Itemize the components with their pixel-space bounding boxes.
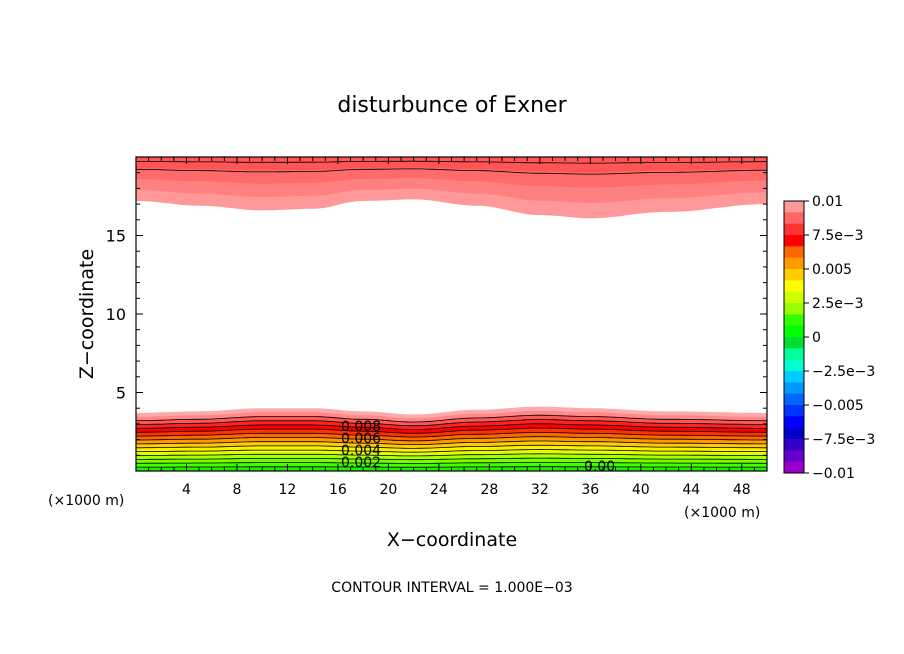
x-tick-label: 24 <box>430 482 448 498</box>
colorbar-swatch <box>784 348 804 361</box>
colorbar-swatch <box>784 461 804 474</box>
contour-line <box>136 160 767 164</box>
x-tick-label: 20 <box>379 482 397 498</box>
y-axis-label: Z−coordinate <box>76 249 98 379</box>
colorbar-labels: 0.01 7.5e−3 0.005 2.5e−3 0 −2.5e−3 −0.005 −7.5e… <box>804 194 875 482</box>
colorbar-label: 2.5e−3 <box>812 296 864 312</box>
colorbar-label: 0.01 <box>812 194 843 210</box>
colorbar-label: −2.5e−3 <box>812 364 875 380</box>
contour-line <box>136 453 767 457</box>
x-tick-label: 12 <box>279 482 297 498</box>
contour-label: 0.002 <box>341 455 381 471</box>
contour-label: 0.008 <box>341 419 381 435</box>
x-axis-label: X−coordinate <box>387 529 517 551</box>
contour-line <box>136 462 767 464</box>
x-axis-ticks: 4 8 12 16 20 24 28 32 36 40 44 48 <box>148 157 755 498</box>
y-axis-ticks: 5 10 15 <box>106 172 767 456</box>
contour-line <box>136 440 767 445</box>
x-unit-label-left: (×1000 m) <box>48 493 124 509</box>
colorbar-swatch <box>784 257 804 270</box>
colorbar-swatch <box>784 201 804 213</box>
contour-label: 0.006 <box>341 431 381 447</box>
colorbar-swatch <box>784 337 804 349</box>
contour-line <box>136 449 767 453</box>
colorbar-label: −0.01 <box>812 466 855 482</box>
colorbar-swatch <box>784 427 804 440</box>
contour-line <box>136 423 767 430</box>
contour-line <box>136 427 767 434</box>
contour-label: 0.00 <box>584 459 615 475</box>
y-tick-label: 5 <box>116 384 126 403</box>
colorbar-label: 7.5e−3 <box>812 228 864 244</box>
contour-interval-note: CONTOUR INTERVAL = 1.000E−03 <box>331 580 572 596</box>
y-tick-label: 15 <box>106 227 126 246</box>
colorbar-swatch <box>784 371 804 383</box>
contour-line <box>136 168 767 175</box>
colorbar-swatch <box>784 303 804 315</box>
contour-line <box>136 432 767 438</box>
contour-line <box>136 444 767 449</box>
colorbar-swatch <box>784 393 804 406</box>
x-tick-label: 8 <box>232 482 241 498</box>
chart-title: disturbunce of Exner <box>337 93 567 118</box>
x-tick-label: 32 <box>531 482 549 498</box>
colorbar <box>783 200 805 474</box>
colorbar-swatch <box>784 405 804 417</box>
colorbar-swatch <box>784 359 804 372</box>
colorbar-swatch <box>784 382 804 395</box>
contour-label: 0.004 <box>341 443 381 459</box>
x-tick-label: 28 <box>480 482 498 498</box>
colorbar-swatch <box>784 439 804 451</box>
colorbar-swatch <box>784 314 804 327</box>
x-unit-label-right: (×1000 m) <box>684 505 760 521</box>
colorbar-label: −0.005 <box>812 398 864 414</box>
colorbar-label: 0.005 <box>812 262 852 278</box>
x-tick-label: 48 <box>733 482 751 498</box>
contour-lines <box>136 160 767 468</box>
colorbar-swatch <box>784 325 804 338</box>
colorbar-swatch <box>784 212 804 225</box>
upper-band-fill <box>136 157 767 173</box>
colorbar-swatch <box>784 291 804 304</box>
x-tick-label: 4 <box>182 482 191 498</box>
colorbar-swatch <box>784 416 804 429</box>
x-tick-label: 16 <box>329 482 347 498</box>
colorbar-swatch <box>784 280 804 293</box>
x-tick-label: 36 <box>581 482 599 498</box>
contour-line <box>136 419 767 427</box>
contour-line <box>136 457 767 461</box>
contour-line <box>136 414 767 423</box>
colorbar-swatch <box>784 246 804 259</box>
contour-field <box>136 157 767 471</box>
colorbar-swatch <box>784 235 804 247</box>
contour-line <box>136 436 767 442</box>
colorbar-swatch <box>784 269 804 281</box>
y-tick-label: 10 <box>106 305 126 324</box>
colorbar-label: −7.5e−3 <box>812 432 875 448</box>
x-tick-label: 44 <box>682 482 700 498</box>
colorbar-swatch <box>784 450 804 463</box>
colorbar-swatch <box>784 223 804 236</box>
x-tick-label: 40 <box>632 482 650 498</box>
colorbar-label: 0 <box>812 330 821 346</box>
